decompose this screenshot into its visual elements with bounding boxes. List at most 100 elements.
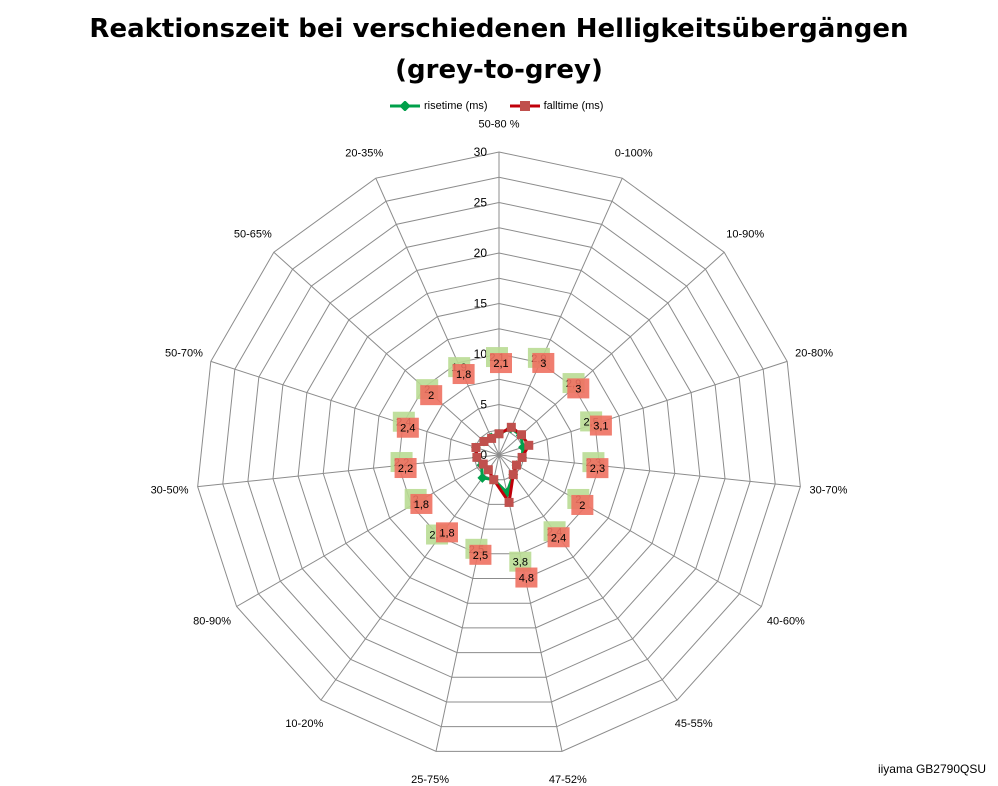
- falltime-marker: [506, 422, 516, 432]
- category-label: 10-20%: [285, 718, 323, 730]
- category-label: 45-55%: [675, 718, 713, 730]
- falltime-marker: [524, 440, 534, 450]
- falltime-marker: [471, 443, 481, 453]
- radial-tick-label: 10: [474, 347, 488, 361]
- category-label: 0-100%: [615, 147, 653, 159]
- category-label: 47-52%: [549, 774, 587, 786]
- category-label: 10-90%: [726, 228, 764, 240]
- grid-spoke: [435, 454, 500, 752]
- grid-ring: [272, 227, 726, 678]
- radial-tick-label: 25: [474, 196, 488, 210]
- falltime-label-bg: [396, 417, 419, 438]
- credit-text: iiyama GB2790QSU: [877, 762, 986, 776]
- falltime-label-bg: [547, 527, 570, 548]
- falltime-data-label: 2,1: [493, 358, 508, 370]
- falltime-label-bg: [532, 352, 555, 373]
- category-label: 20-35%: [345, 147, 383, 159]
- falltime-marker: [479, 436, 489, 446]
- chart-title-line1: Reaktionszeit bei verschiedenen Helligke…: [89, 14, 909, 44]
- grid-spoke: [498, 251, 725, 456]
- falltime-marker: [504, 497, 514, 507]
- falltime-marker: [489, 475, 499, 485]
- falltime-marker: [511, 460, 521, 470]
- grid-ring: [297, 252, 701, 654]
- radial-tick-label: 30: [474, 145, 488, 159]
- grid-spoke: [375, 177, 500, 456]
- category-label: 25-75%: [411, 774, 449, 786]
- grid-spoke: [320, 454, 500, 701]
- category-label: 30-50%: [151, 485, 189, 497]
- legend-item-risetime: risetime (ms): [390, 100, 488, 112]
- legend-label-falltime: falltime (ms): [543, 100, 604, 112]
- radial-tick-label: 20: [474, 246, 488, 260]
- category-label: 20-80%: [795, 348, 833, 360]
- falltime-label-bg: [469, 544, 492, 565]
- falltime-data-label: 2,2: [398, 463, 413, 475]
- radial-tick-label: 15: [474, 297, 488, 311]
- grid-spoke: [498, 454, 678, 701]
- falltime-data-label: 1,8: [456, 369, 471, 381]
- grid-ring: [222, 176, 776, 728]
- falltime-marker: [483, 465, 493, 475]
- legend-swatch-falltime: [509, 101, 540, 111]
- chart-legend: risetime (ms) falltime (ms): [390, 100, 603, 112]
- grid-ring: [448, 403, 550, 505]
- falltime-data-label: 3: [540, 358, 546, 370]
- risetime-marker: [477, 472, 488, 483]
- falltime-marker: [517, 430, 527, 440]
- falltime-marker: [508, 470, 518, 480]
- category-label: 40-60%: [767, 616, 805, 628]
- falltime-data-label: 2,4: [551, 532, 566, 544]
- risetime-label-bg: [509, 551, 532, 572]
- grid-spoke: [273, 251, 500, 456]
- falltime-data-label: 2: [428, 390, 434, 402]
- grid-ring: [423, 378, 575, 530]
- grid-ring: [322, 277, 676, 629]
- falltime-label-bg: [589, 415, 612, 436]
- falltime-data-label: 2,5: [473, 550, 488, 562]
- falltime-label-bg: [571, 494, 594, 515]
- falltime-marker: [487, 433, 497, 443]
- legend-label-risetime: risetime (ms): [424, 100, 488, 112]
- falltime-data-label: 4,8: [519, 573, 534, 585]
- grid-spoke: [498, 454, 801, 488]
- falltime-label-bg: [452, 364, 475, 385]
- falltime-data-label: 2: [579, 500, 585, 512]
- falltime-label-bg: [435, 522, 458, 543]
- category-label: 50-80 %: [479, 119, 520, 131]
- risetime-data-label: 3,8: [513, 557, 528, 569]
- legend-item-falltime: falltime (ms): [509, 100, 604, 112]
- falltime-data-label: 1,8: [414, 499, 429, 511]
- falltime-label-bg: [410, 493, 433, 514]
- grid-spoke: [197, 454, 500, 488]
- falltime-data-label: 1,8: [439, 527, 454, 539]
- falltime-marker: [478, 459, 488, 469]
- grid-spoke: [498, 454, 762, 607]
- falltime-marker: [517, 452, 527, 462]
- falltime-label-bg: [420, 385, 443, 406]
- falltime-marker: [472, 452, 482, 462]
- falltime-data-label: 3: [575, 383, 581, 395]
- falltime-label-bg: [394, 458, 417, 479]
- chart-title-line2: (grey-to-grey): [395, 55, 603, 85]
- grid-spoke: [236, 454, 500, 607]
- falltime-label-bg: [586, 458, 609, 479]
- falltime-data-label: 3,1: [593, 421, 608, 433]
- grid-ring: [473, 429, 525, 481]
- category-label: 50-65%: [234, 228, 272, 240]
- falltime-label-bg: [567, 378, 590, 399]
- falltime-label-bg: [515, 567, 538, 588]
- grid-ring: [347, 302, 651, 604]
- grid-ring: [398, 353, 600, 555]
- grid-spoke: [498, 360, 788, 456]
- falltime-label-bg: [490, 353, 512, 374]
- falltime-data-label: 2,3: [590, 463, 605, 475]
- category-label: 50-70%: [165, 348, 203, 360]
- legend-swatch-risetime: [390, 101, 420, 111]
- grid-spoke: [498, 177, 623, 456]
- radial-tick-label: 5: [480, 398, 487, 412]
- category-label: 80-90%: [193, 616, 231, 628]
- grid-spoke: [210, 360, 500, 456]
- falltime-marker: [494, 429, 504, 439]
